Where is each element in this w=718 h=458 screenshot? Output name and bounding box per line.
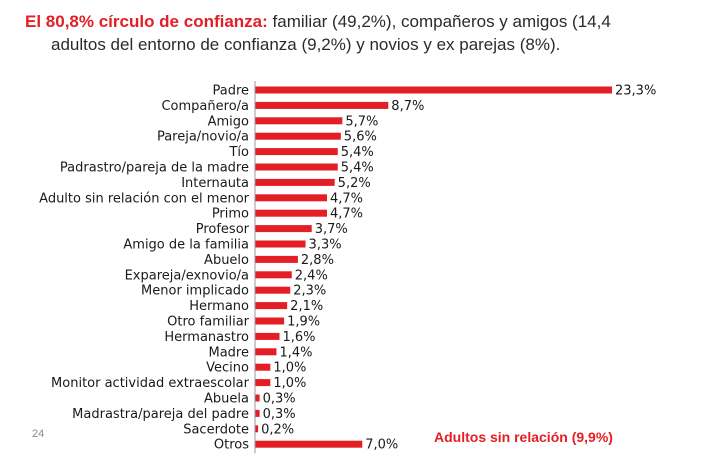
category-label-abuela: Abuela xyxy=(204,392,249,407)
value-label-pareja-novio-a: 5,6% xyxy=(344,130,377,145)
header-line-1-text: familiar (49,2%), compañeros y amigos (1… xyxy=(267,12,611,31)
bar-madre xyxy=(255,348,277,356)
header: El 80,8% círculo de confianza: familiar … xyxy=(0,0,718,70)
bar-primo xyxy=(255,209,328,217)
category-label-internauta: Internauta xyxy=(181,176,249,191)
bar-sacerdote xyxy=(255,425,259,433)
value-label-companero-a: 8,7% xyxy=(391,99,424,114)
category-label-vecino: Vecino xyxy=(206,361,249,376)
note-adults-without-relation: Adultos sin relación (9,9%) xyxy=(434,429,613,445)
category-label-madrastra-pareja-del-padre: Madrastra/pareja del padre xyxy=(72,407,249,422)
bar-hermano xyxy=(255,302,288,310)
bar-hermanastro xyxy=(255,332,280,340)
value-label-abuela: 0,3% xyxy=(263,392,296,407)
value-label-adulto-sin-relacion-con-el-menor: 4,7% xyxy=(330,191,363,206)
category-label-pareja-novio-a: Pareja/novio/a xyxy=(157,130,249,145)
value-label-amigo-de-la-familia: 3,3% xyxy=(309,238,342,253)
bar-companero-a xyxy=(255,101,389,109)
page-number: 24 xyxy=(32,428,45,440)
category-label-adulto-sin-relacion-con-el-menor: Adulto sin relación con el menor xyxy=(39,191,249,206)
value-label-amigo: 5,7% xyxy=(345,114,378,129)
bar-madrastra-pareja-del-padre xyxy=(255,409,260,417)
bar-amigo xyxy=(255,117,343,125)
value-label-menor-implicado: 2,3% xyxy=(293,284,326,299)
value-label-sacerdote: 0,2% xyxy=(261,422,294,437)
bar-abuelo xyxy=(255,255,298,263)
bar-pareja-novio-a xyxy=(255,132,341,140)
bar-tio xyxy=(255,148,338,156)
category-label-amigo-de-la-familia: Amigo de la familia xyxy=(123,238,249,253)
value-label-primo: 4,7% xyxy=(330,207,363,222)
value-label-tio: 5,4% xyxy=(341,145,374,160)
category-label-tio: Tío xyxy=(228,145,249,160)
header-line-2: adultos del entorno de confianza (9,2%) … xyxy=(51,35,561,54)
value-label-madrastra-pareja-del-padre: 0,3% xyxy=(263,407,296,422)
bar-internauta xyxy=(255,178,335,186)
value-label-profesor: 3,7% xyxy=(315,222,348,237)
value-label-otro-familiar: 1,9% xyxy=(287,315,320,330)
category-label-hermano: Hermano xyxy=(189,299,249,314)
bar-menor-implicado xyxy=(255,286,291,294)
value-label-padrastro-pareja-de-la-madre: 5,4% xyxy=(341,161,374,176)
category-label-otro-familiar: Otro familiar xyxy=(167,315,249,330)
value-label-padre: 23,3% xyxy=(615,84,656,99)
value-label-hermanastro: 1,6% xyxy=(283,330,316,345)
bar-padrastro-pareja-de-la-madre xyxy=(255,163,338,171)
category-label-expareja-exnovio-a: Expareja/exnovio/a xyxy=(125,268,249,283)
value-label-expareja-exnovio-a: 2,4% xyxy=(295,268,328,283)
header-highlight: El 80,8% círculo de confianza: xyxy=(25,12,268,31)
bar-padre xyxy=(255,86,612,94)
bar-expareja-exnovio-a xyxy=(255,271,292,279)
value-label-monitor-actividad-extraescolar: 1,0% xyxy=(273,376,306,391)
bar-monitor-actividad-extraescolar xyxy=(255,379,271,387)
bar-profesor xyxy=(255,225,312,233)
category-label-companero-a: Compañero/a xyxy=(161,99,249,114)
category-label-madre: Madre xyxy=(209,345,250,360)
category-label-monitor-actividad-extraescolar: Monitor actividad extraescolar xyxy=(51,376,250,391)
category-label-padre: Padre xyxy=(212,84,249,99)
category-label-primo: Primo xyxy=(212,207,249,222)
value-label-internauta: 5,2% xyxy=(338,176,371,191)
category-label-profesor: Profesor xyxy=(196,222,250,237)
bar-otro-familiar xyxy=(255,317,285,325)
category-label-padrastro-pareja-de-la-madre: Padrastro/pareja de la madre xyxy=(60,161,249,176)
bar-amigo-de-la-familia xyxy=(255,240,306,248)
value-label-abuelo: 2,8% xyxy=(301,253,334,268)
bar-adulto-sin-relacion-con-el-menor xyxy=(255,194,328,202)
header-line-1: El 80,8% círculo de confianza: familiar … xyxy=(25,10,611,33)
bar-vecino xyxy=(255,363,271,371)
category-label-menor-implicado: Menor implicado xyxy=(141,284,249,299)
category-label-hermanastro: Hermanastro xyxy=(164,330,249,345)
category-label-otros: Otros xyxy=(214,438,249,453)
value-label-madre: 1,4% xyxy=(279,345,312,360)
value-label-hermano: 2,1% xyxy=(290,299,323,314)
category-label-sacerdote: Sacerdote xyxy=(183,422,249,437)
bar-otros xyxy=(255,440,363,448)
value-label-otros: 7,0% xyxy=(365,438,398,453)
category-label-abuelo: Abuelo xyxy=(204,253,249,268)
bar-abuela xyxy=(255,394,260,402)
value-label-vecino: 1,0% xyxy=(273,361,306,376)
category-label-amigo: Amigo xyxy=(208,114,249,129)
